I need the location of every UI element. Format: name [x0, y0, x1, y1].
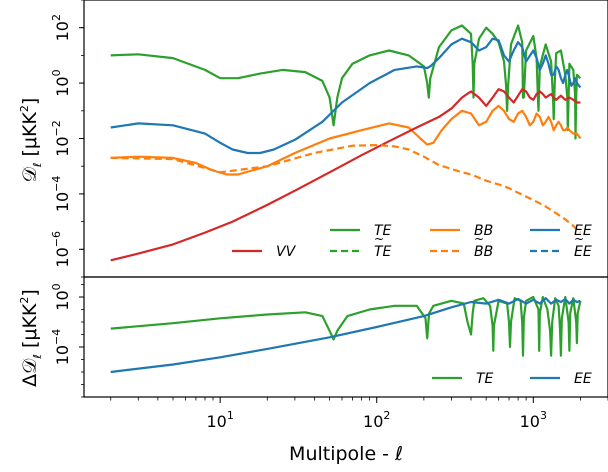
top-legend-label: BB [474, 223, 493, 239]
top-legend-entry-bb-dashed: BB~ [430, 232, 493, 260]
top-y-tick-label: 10−2 [50, 120, 72, 157]
top-legend-label: TE [374, 223, 392, 239]
bottom-y-tick-label: 100 [50, 283, 72, 310]
bottom-legend-label: EE [574, 371, 592, 387]
bottom-y-ticks: 100 10−4 [50, 283, 84, 398]
bottom-y-tick-label: 10−4 [50, 329, 72, 366]
bottom-legend: TE EE [432, 371, 592, 387]
bottom-y-axis-title: Δ𝒟ℓ [μKK2] [18, 289, 44, 387]
top-series-bb-line [110, 104, 582, 176]
top-legend-label: EE [574, 223, 592, 239]
top-series-te-line [110, 24, 582, 140]
x-axis-title: Multipole - ℓ [289, 443, 403, 465]
top-legend-tilde: ~ [374, 232, 384, 246]
top-legend-label: VV [276, 244, 297, 260]
bottom-ylabel-sub: ℓ [31, 354, 44, 360]
bottom-ylabel-k: K [19, 303, 41, 316]
top-ylabel-units: [μK [19, 124, 41, 157]
top-y-tick-label: 102 [50, 14, 72, 41]
bottom-panel-frame [83, 276, 608, 398]
top-legend-label: EE [574, 244, 592, 260]
bottom-series-te-line [110, 295, 582, 357]
svg-text:𝒟ℓ [μKK2]: 𝒟ℓ [μKK2] [18, 98, 44, 183]
top-series-bb-dashed-line [110, 144, 582, 234]
svg-text:Δ𝒟ℓ [μKK2]: Δ𝒟ℓ [μKK2] [18, 289, 44, 387]
top-y-ticks: 102 100 10−2 10−4 10−6 [50, 0, 84, 278]
top-series-vv-line [110, 88, 581, 262]
top-y-tick-label: 10−6 [50, 231, 72, 268]
bottom-series-ee-line [110, 297, 581, 374]
x-tick-label: 101 [206, 409, 233, 431]
top-series-ee-line [110, 37, 582, 155]
top-ylabel-k: K [19, 112, 41, 125]
x-tick-label: 103 [520, 409, 547, 431]
top-y-tick-label: 100 [50, 69, 72, 96]
top-ylabel-sub: ℓ [31, 163, 44, 169]
top-legend-tilde: ~ [574, 232, 584, 246]
top-legend-entry-te: TE [330, 223, 392, 239]
bottom-panel: 100 10−4 101 102 103 TE EE [50, 276, 608, 431]
bottom-legend-entry-te: TE [432, 371, 494, 387]
top-legend-label: TE [374, 244, 392, 260]
top-legend-tilde: ~ [474, 232, 484, 246]
bottom-ylabel-units: [μK [19, 316, 41, 349]
top-series-group [110, 24, 582, 262]
top-y-axis-title: 𝒟ℓ [μKK2] [18, 98, 44, 183]
top-legend-label: BB [474, 244, 493, 260]
bottom-x-ticks: 101 102 103 [110, 397, 608, 431]
bottom-ylabel-symbol: Δ𝒟 [19, 358, 41, 387]
top-ylabel-symbol: 𝒟 [19, 166, 41, 182]
bottom-series-group [110, 295, 582, 374]
top-legend-entry-bb: BB [430, 223, 493, 239]
bottom-legend-entry-ee: EE [530, 371, 592, 387]
top-legend-entry-ee-dashed: EE~ [530, 232, 592, 260]
bottom-legend-label: TE [476, 371, 494, 387]
top-y-tick-label: 10−4 [50, 176, 72, 213]
x-tick-label: 102 [363, 409, 390, 431]
top-legend-entry-ee: EE [530, 223, 592, 239]
top-legend-entry-vv: VV [232, 244, 297, 260]
top-legend-entry-te-dashed: TE~ [330, 232, 392, 260]
